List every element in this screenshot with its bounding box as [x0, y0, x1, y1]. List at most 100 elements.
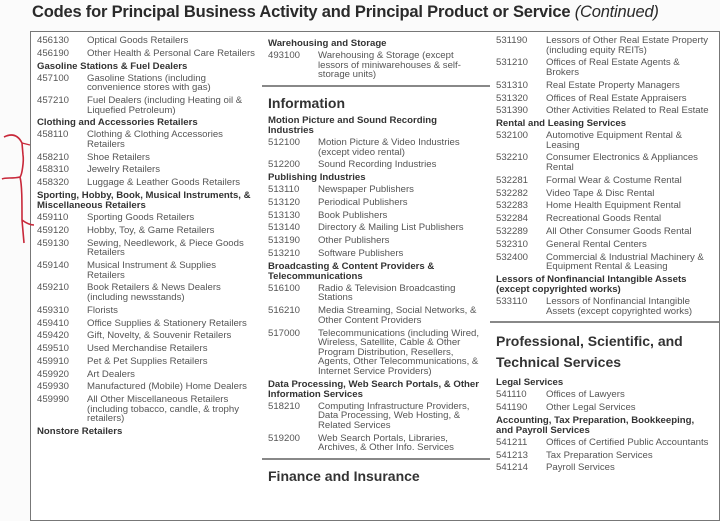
naics-code: 513190: [268, 235, 301, 247]
naics-code: 459310: [37, 304, 70, 316]
activity-description: Radio & Television Broadcasting Stations: [318, 282, 456, 304]
naics-code: 531190: [496, 35, 528, 46]
naics-code: 458210: [37, 151, 70, 163]
code-row: 459420 Gift, Novelty, & Souvenir Retailer…: [37, 331, 256, 341]
category-heading: Publishing Industries: [268, 172, 366, 184]
naics-code: 513130: [268, 209, 301, 221]
handwritten-bracket-annotation: [1, 134, 34, 244]
activity-description: Recreational Goods Rental: [546, 213, 662, 225]
code-row: 532310 General Rental Centers: [496, 240, 713, 250]
code-row: 541213 Tax Preparation Services: [496, 451, 713, 461]
code-row: 532400 Commercial & Industrial Machinery …: [496, 251, 713, 273]
naics-code: 456190: [37, 47, 70, 59]
title-suffix: (Continued): [574, 3, 659, 21]
column-middle: Warehousing and Storage 493100 Warehousing…: [262, 31, 491, 521]
code-row: 459920 Art Dealers: [37, 370, 256, 380]
code-row: 532100 Automotive Equipment Rental & Leas…: [496, 131, 713, 150]
code-row: 459310 Florists: [37, 306, 256, 316]
section-title: Professional, Scientific, and Technical …: [496, 333, 683, 371]
naics-code: 459510: [37, 343, 70, 355]
code-row: 459990 All Other Miscellaneous Retailers …: [37, 395, 256, 424]
code-row: 531210 Offices of Real Estate Agents & Br…: [496, 58, 713, 77]
activity-description: Musical Instrument & Supplies Retailers: [87, 259, 217, 281]
activity-description: Payroll Services: [546, 462, 615, 474]
naics-code: 459210: [37, 282, 70, 294]
activity-description: Other Publishers: [318, 235, 390, 247]
section-block: 531190 Lessors of Other Real Estate Prope…: [490, 32, 719, 321]
code-row: 458110 Clothing & Clothing Accessories Re…: [37, 130, 256, 149]
category-heading: Lessors of Nonfinancial Intangible Asset…: [496, 273, 687, 295]
column-left: 456130 Optical Goods Retailers 456190 Other…: [30, 31, 263, 521]
code-row: 513140 Directory & Mailing List Publisher…: [268, 223, 484, 233]
section-title: Finance and Insurance: [268, 468, 420, 485]
activity-description: Lessors of Other Real Estate Property (i…: [546, 35, 709, 56]
code-row: 459120 Hobby, Toy, & Game Retailers: [37, 226, 256, 236]
naics-code: 458320: [37, 177, 70, 189]
code-row: 459910 Pet & Pet Supplies Retailers: [37, 357, 256, 367]
code-row: 532281 Formal Wear & Costume Rental: [496, 176, 713, 186]
category-heading: Rental and Leasing Services: [496, 118, 627, 130]
code-row: 531190 Lessors of Other Real Estate Prope…: [496, 36, 713, 55]
naics-code: 532283: [496, 200, 529, 212]
code-row: 531310 Real Estate Property Managers: [496, 81, 713, 91]
activity-description: Commercial & Industrial Machinery & Equi…: [546, 251, 704, 273]
section-title: Information: [268, 94, 345, 111]
activity-description: Periodical Publishers: [318, 196, 408, 208]
category-heading: Legal Services: [496, 377, 564, 389]
category-heading: Broadcasting & Content Providers & Telec…: [268, 260, 435, 282]
activity-description: Web Search Portals, Libraries, Archives,…: [318, 432, 454, 454]
activity-description: Office Supplies & Stationery Retailers: [87, 317, 247, 329]
naics-code: 519200: [268, 432, 301, 444]
naics-code: 531310: [496, 79, 529, 91]
naics-code: 532282: [496, 187, 529, 199]
activity-description: Software Publishers: [318, 248, 404, 260]
code-row: 493100 Warehousing & Storage (except less…: [268, 51, 484, 80]
naics-code: 517000: [268, 327, 301, 339]
code-row: 513190 Other Publishers: [268, 236, 484, 246]
naics-code: 459130: [37, 237, 70, 249]
naics-code: 513140: [268, 222, 301, 234]
naics-code: 518210: [268, 400, 301, 412]
naics-code: 532100: [496, 130, 529, 142]
code-row: 517000 Telecommunications (including Wire…: [268, 327, 484, 377]
category-heading: Nonstore Retailers: [37, 426, 123, 438]
naics-code: 459140: [37, 259, 70, 271]
activity-description: Newspaper Publishers: [318, 184, 414, 196]
code-row: 459210 Book Retailers & News Dealers (inc…: [37, 283, 256, 302]
naics-code: 532400: [496, 251, 529, 263]
activity-description: Sound Recording Industries: [318, 159, 437, 171]
naics-code: 458110: [37, 129, 69, 141]
code-row: 532210 Consumer Electronics & Appliances …: [496, 153, 713, 172]
naics-code: 512200: [268, 159, 301, 171]
naics-code: 458310: [37, 164, 70, 176]
activity-description: Tax Preparation Services: [546, 449, 653, 461]
code-row: 532282 Video Tape & Disc Rental: [496, 189, 713, 199]
code-row: 531390 Other Activities Related to Real E…: [496, 106, 713, 116]
naics-code: 541213: [496, 449, 529, 461]
code-row: 541211 Offices of Certified Public Accoun…: [496, 438, 713, 448]
code-row: 458310 Jewelry Retailers: [37, 165, 256, 175]
code-row: 516210 Media Streaming, Social Networks, …: [268, 306, 484, 325]
activity-description: General Rental Centers: [546, 238, 647, 250]
naics-code: 459930: [37, 381, 70, 393]
code-row: 532289 All Other Consumer Goods Rental: [496, 227, 713, 237]
naics-code: 532310: [496, 238, 529, 250]
naics-code: 456130: [37, 35, 70, 46]
activity-description: Offices of Real Estate Appraisers: [546, 92, 687, 104]
activity-description: Offices of Real Estate Agents & Brokers: [546, 57, 680, 78]
category-heading: Sporting, Hobby, Book, Musical Instrumen…: [37, 190, 251, 212]
activity-description: Video Tape & Disc Rental: [546, 187, 655, 199]
naics-code: 516210: [268, 305, 301, 317]
code-row: 541190 Other Legal Services: [496, 403, 713, 413]
activity-description: Pet & Pet Supplies Retailers: [87, 355, 208, 367]
category-heading: Warehousing and Storage: [268, 38, 387, 49]
activity-description: Gift, Novelty, & Souvenir Retailers: [87, 330, 232, 342]
naics-code: 457100: [37, 72, 70, 84]
category-heading: Accounting, Tax Preparation, Bookkeeping…: [496, 414, 695, 436]
code-row: 459410 Office Supplies & Stationery Retai…: [37, 317, 256, 329]
activity-description: Sewing, Needlework, & Piece Goods Retail…: [87, 237, 244, 259]
naics-code: 459920: [37, 368, 70, 380]
category-heading: Data Processing, Web Search Portals, & O…: [268, 378, 479, 400]
code-row: 531320 Offices of Real Estate Appraisers: [496, 92, 713, 104]
code-row: 518210 Computing Infrastructure Providers…: [268, 400, 484, 431]
